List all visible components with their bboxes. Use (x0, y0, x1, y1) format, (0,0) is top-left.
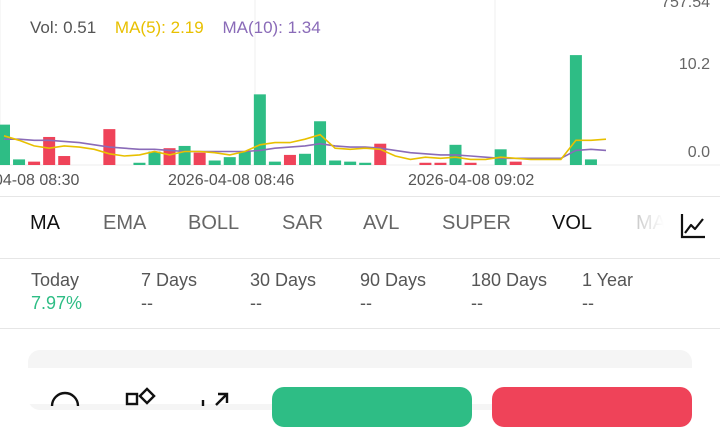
perf-value: -- (141, 293, 153, 313)
x-axis-label: 2026-04-08 08:46 (168, 172, 295, 189)
tab-sar[interactable]: SAR (282, 212, 324, 234)
tab-vol[interactable]: VOL (552, 212, 593, 234)
tab-ma[interactable]: MA (30, 212, 60, 234)
tab-fade (620, 208, 675, 244)
volume-bar (13, 159, 26, 165)
search-icon[interactable] (48, 386, 82, 406)
perf-label: 90 Days (360, 270, 427, 290)
perf-label: 180 Days (471, 270, 548, 290)
perf-label: Today (31, 270, 80, 290)
volume-bar (464, 162, 477, 165)
perf-value: -- (250, 293, 262, 313)
perf-value: -- (360, 293, 372, 313)
volume-bar (28, 161, 41, 165)
apps-icon[interactable] (124, 386, 158, 406)
indicator-legend: Vol: 0.51 MA(5): 2.19 MA(10): 1.34 (30, 18, 335, 38)
perf-today: Today 7.97% (31, 270, 82, 314)
sell-button[interactable] (492, 387, 692, 427)
volume-bar (223, 157, 236, 165)
volume-bar (359, 162, 372, 165)
perf-1-year: 1 Year -- (582, 270, 633, 314)
y-axis-top-label: 757.54 (661, 0, 710, 11)
perf-value: -- (471, 293, 483, 313)
divider (0, 196, 720, 197)
volume-bar (374, 143, 387, 165)
volume-bar (0, 124, 10, 165)
volume-bar (58, 156, 71, 165)
volume-bar (268, 161, 281, 165)
perf-label: 30 Days (250, 270, 317, 290)
ma5-value: MA(5): 2.19 (114, 18, 204, 37)
ma10-value: MA(10): 1.34 (222, 18, 321, 37)
perf-value: -- (582, 293, 594, 313)
perf-30-days: 30 Days -- (250, 270, 316, 314)
volume-bar (329, 160, 342, 165)
perf-label: 1 Year (582, 270, 634, 290)
vol-value: Vol: 0.51 (30, 18, 97, 37)
volume-bar (584, 159, 597, 165)
y-axis-zero-label: 0.0 (687, 144, 710, 161)
volume-bar (283, 154, 296, 165)
volume-bar (253, 94, 266, 165)
volume-bar (178, 145, 191, 165)
volume-bar (419, 162, 432, 165)
perf-value: 7.97% (31, 293, 83, 313)
perf-90-days: 90 Days -- (360, 270, 426, 314)
tab-super[interactable]: SUPER (442, 212, 511, 234)
expand-icon[interactable] (198, 386, 232, 406)
perf-7-days: 7 Days -- (141, 270, 197, 314)
y-axis-mid-label: 10.2 (678, 56, 710, 73)
tab-boll[interactable]: BOLL (188, 212, 240, 234)
volume-bar (193, 152, 206, 165)
volume-bar (148, 151, 161, 165)
volume-chart[interactable] (0, 0, 720, 196)
perf-label: 7 Days (141, 270, 198, 290)
volume-bar (569, 55, 582, 165)
volume-bar (434, 162, 447, 165)
ma5-line (3, 133, 607, 161)
buy-button[interactable] (272, 387, 472, 427)
x-axis-label: 2026-04-08 09:02 (408, 172, 535, 189)
tab-ema[interactable]: EMA (103, 212, 147, 234)
volume-bar (163, 148, 176, 165)
volume-bar (299, 153, 311, 165)
perf-180-days: 180 Days -- (471, 270, 547, 314)
line-chart-icon[interactable] (676, 208, 710, 244)
divider (0, 328, 720, 329)
divider (0, 258, 720, 259)
volume-bar (133, 162, 146, 165)
volume-bar (509, 161, 522, 165)
volume-bar (238, 151, 251, 165)
indicator-tabs: MA EMA BOLL SAR AVL SUPER VOL MA (0, 212, 720, 242)
tab-avl[interactable]: AVL (363, 212, 400, 234)
volume-bar (344, 161, 357, 165)
x-axis-label: 04-08 08:30 (0, 172, 80, 189)
volume-bar (43, 136, 56, 165)
volume-bar (208, 160, 221, 165)
